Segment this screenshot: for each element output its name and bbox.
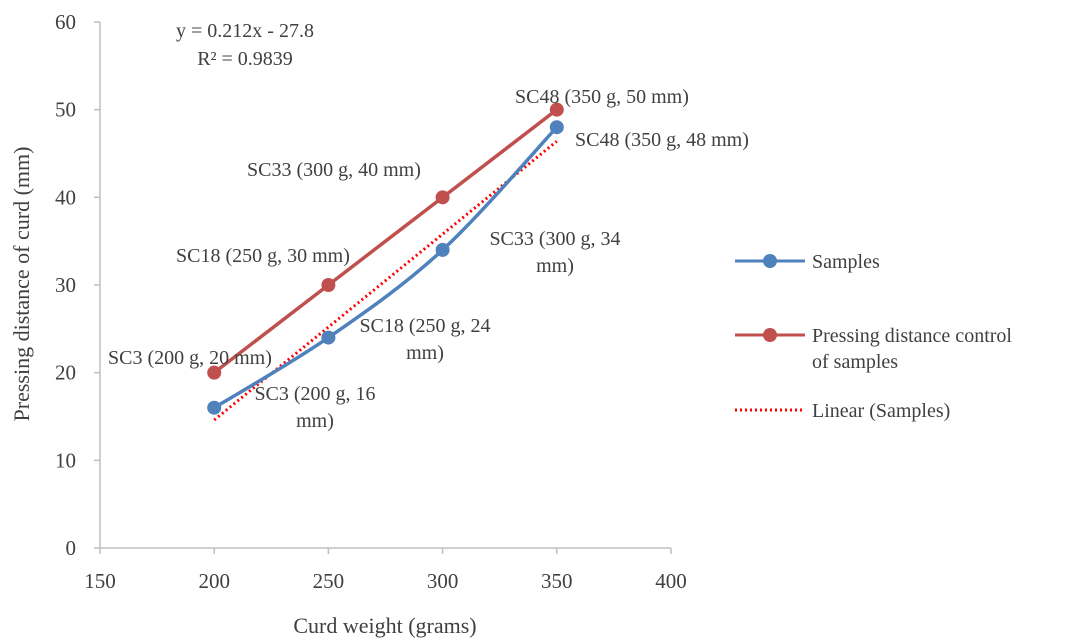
trendline-equation: y = 0.212x - 27.8: [176, 20, 314, 42]
legend: Samples Pressing distance control of sam…: [735, 251, 1017, 422]
tick-labels: 150 200 250 300 350 400 0 10 20 30 40 50 60: [55, 10, 687, 593]
x-tick-label: 250: [313, 569, 345, 593]
y-axis-title: Pressing distance of curd (mm): [9, 147, 34, 422]
legend-item-linear-samples: Linear (Samples): [735, 400, 950, 422]
data-label: SC33 (300 g, 40 mm): [247, 159, 421, 181]
data-point: [549, 102, 564, 117]
series-line-1: [213, 108, 558, 375]
y-tick-label: 20: [55, 361, 76, 385]
data-point: [435, 242, 450, 257]
series-lines: [213, 108, 559, 410]
legend-label-control: Pressing distance control of samples: [812, 325, 1017, 373]
y-tick-label: 40: [55, 185, 76, 209]
legend-label-linear-samples: Linear (Samples): [812, 400, 950, 422]
trendline-linear-samples: [213, 140, 558, 422]
data-point: [549, 120, 564, 135]
x-tick-label: 150: [84, 569, 116, 593]
x-tick-label: 400: [655, 569, 687, 593]
data-point: [435, 190, 450, 205]
data-label: SC48 (350 g, 48 mm): [575, 129, 749, 151]
legend-item-control: Pressing distance control of samples: [735, 325, 1017, 373]
trendline-layer: [213, 140, 558, 422]
data-label: SC3 (200 g, 20 mm): [108, 347, 272, 369]
data-point: [207, 365, 222, 380]
data-label: SC18 (250 g, 30 mm): [176, 245, 350, 267]
data-label: SC33 (300 g, 34 mm): [489, 228, 620, 277]
axes: [94, 21, 672, 554]
data-label: SC18 (250 g, 24 mm): [359, 315, 490, 364]
x-tick-label: 200: [198, 569, 230, 593]
y-tick-label: 60: [55, 10, 76, 34]
trendline-r-squared: R² = 0.9839: [197, 48, 293, 70]
y-tick-label: 0: [66, 536, 77, 560]
data-points: [207, 102, 564, 415]
data-labels: SC3 (200 g, 16 mm) SC18 (250 g, 24 mm) SC33 …: [108, 86, 749, 432]
data-point: [321, 278, 336, 292]
y-tick-label: 10: [55, 448, 76, 472]
data-point: [321, 330, 336, 345]
x-tick-label: 300: [427, 569, 459, 593]
series-line-0: [213, 126, 559, 410]
x-tick-label: 350: [541, 569, 573, 593]
legend-label-samples: Samples: [812, 251, 880, 273]
legend-marker-control: [763, 328, 777, 342]
y-tick-label: 50: [55, 98, 76, 122]
data-label: SC48 (350 g, 50 mm): [515, 86, 689, 108]
x-axis-title: Curd weight (grams): [293, 613, 476, 638]
y-tick-label: 30: [55, 273, 76, 297]
legend-item-samples: Samples: [735, 251, 880, 273]
legend-marker-samples: [763, 254, 777, 268]
data-point: [207, 400, 222, 415]
data-label: SC3 (200 g, 16 mm): [254, 383, 375, 432]
